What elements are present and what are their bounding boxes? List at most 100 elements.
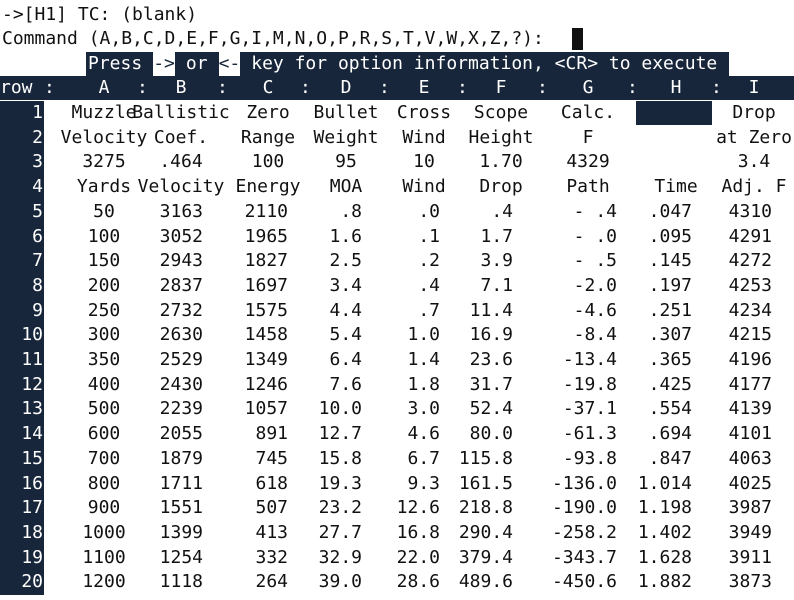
cell: -93.8 — [562, 447, 617, 469]
row-number: 17 — [21, 497, 43, 519]
cell: 50 — [93, 200, 115, 222]
cell: .1 — [418, 225, 440, 247]
prompt-text: or — [185, 53, 208, 74]
cell: 1.8 — [407, 373, 440, 395]
cell: 1458 — [244, 324, 288, 346]
column-separator: : — [537, 77, 548, 98]
row-number: 4 — [32, 176, 43, 198]
cell: .0 — [418, 200, 440, 222]
column-letter: A — [98, 77, 110, 98]
cell: .847 — [648, 447, 692, 469]
cell: 3949 — [728, 521, 772, 543]
cell: 900 — [87, 497, 121, 519]
cell: 6.4 — [329, 349, 362, 370]
cell: .145 — [648, 250, 692, 272]
column-separator: : — [711, 77, 722, 98]
cell: 3052 — [159, 225, 203, 247]
cell: 218.8 — [458, 497, 513, 519]
cell: Weight — [313, 126, 379, 148]
cell: -136.0 — [551, 472, 617, 494]
cell: 4.4 — [329, 299, 362, 321]
cell: Velocity — [137, 176, 225, 198]
column-separator: : — [300, 77, 311, 98]
cell: 3275 — [82, 151, 126, 173]
command-line: Command (A,B,C,D,E,F,G,I,M,N,O,P,R,S,T,V… — [2, 28, 544, 49]
cell: 3.9 — [480, 250, 513, 272]
cell: Drop — [732, 102, 776, 123]
cell: 1965 — [244, 225, 288, 247]
cell: Velocity — [60, 126, 148, 148]
cell: 39.0 — [318, 571, 362, 593]
cell: .2 — [418, 250, 440, 272]
cell: 1711 — [159, 472, 203, 494]
row-number: 12 — [21, 373, 43, 395]
cell: Bullet — [313, 102, 379, 123]
row-number: 15 — [21, 447, 43, 469]
column-letter: F — [495, 77, 507, 98]
row-number: 18 — [21, 521, 43, 543]
cell: -2.0 — [573, 274, 617, 296]
cell: - .0 — [573, 225, 617, 247]
cell: 15.8 — [318, 447, 362, 469]
cell: F — [582, 126, 594, 148]
cell: -37.1 — [562, 398, 617, 420]
cell: 1200 — [82, 571, 126, 593]
row-number: 19 — [21, 546, 43, 568]
cell: 2110 — [244, 200, 288, 222]
cell: Coef. — [153, 126, 209, 148]
cell: - .4 — [573, 200, 617, 222]
row-number: 10 — [21, 324, 43, 346]
cell: 2.5 — [329, 250, 362, 272]
cell: 7.6 — [329, 373, 362, 395]
prompt-key: <- — [218, 52, 241, 76]
cell: 4063 — [728, 447, 772, 469]
cell: .047 — [648, 200, 692, 222]
column-separator: : — [379, 77, 390, 98]
column-letter: D — [340, 77, 352, 98]
row-number: 13 — [21, 398, 43, 420]
cell: -450.6 — [551, 571, 617, 593]
cell: 2529 — [159, 349, 203, 370]
cell: .694 — [648, 423, 692, 445]
cell: 1118 — [159, 571, 203, 593]
cell: .425 — [648, 373, 692, 395]
column-separator: : — [457, 77, 468, 98]
cell: .251 — [648, 299, 692, 321]
cell: 1.198 — [637, 497, 692, 519]
cell: 115.8 — [458, 447, 513, 469]
column-letter: G — [582, 77, 594, 98]
prompt-text: key for option information, <CR> to exec… — [251, 53, 718, 74]
cell: .8 — [340, 200, 362, 222]
column-letter: B — [175, 77, 187, 98]
row-header-label: row — [0, 77, 33, 98]
cell: 1100 — [82, 546, 126, 568]
row-number: 20 — [21, 571, 43, 593]
cell: -343.7 — [551, 546, 617, 568]
cell: Time — [654, 176, 698, 198]
cell: 4139 — [728, 398, 772, 420]
cell: .4 — [418, 274, 440, 296]
cell: Ballistic — [132, 102, 230, 123]
cell: 800 — [87, 472, 121, 494]
cell: 150 — [87, 250, 121, 272]
cell: .197 — [648, 274, 692, 296]
row-number: 5 — [32, 200, 43, 222]
row-number: 6 — [32, 225, 43, 247]
cell: Calc. — [560, 102, 616, 123]
cell: 1349 — [244, 349, 288, 370]
cell: 80.0 — [469, 423, 513, 445]
cell: .095 — [648, 225, 692, 247]
cell: Muzzle — [71, 102, 137, 123]
cell: 10.0 — [318, 398, 362, 420]
row-number-bar — [0, 101, 44, 595]
column-separator: : — [627, 77, 638, 98]
cell: 1057 — [244, 398, 288, 420]
cell: -8.4 — [573, 324, 617, 346]
row-number: 9 — [32, 299, 43, 321]
cell: 2239 — [159, 398, 203, 420]
cell: 489.6 — [458, 571, 513, 593]
cell: 1000 — [82, 521, 126, 543]
row-number: 8 — [32, 274, 43, 296]
cell: 22.0 — [396, 546, 440, 568]
row-number: 1 — [32, 102, 43, 123]
